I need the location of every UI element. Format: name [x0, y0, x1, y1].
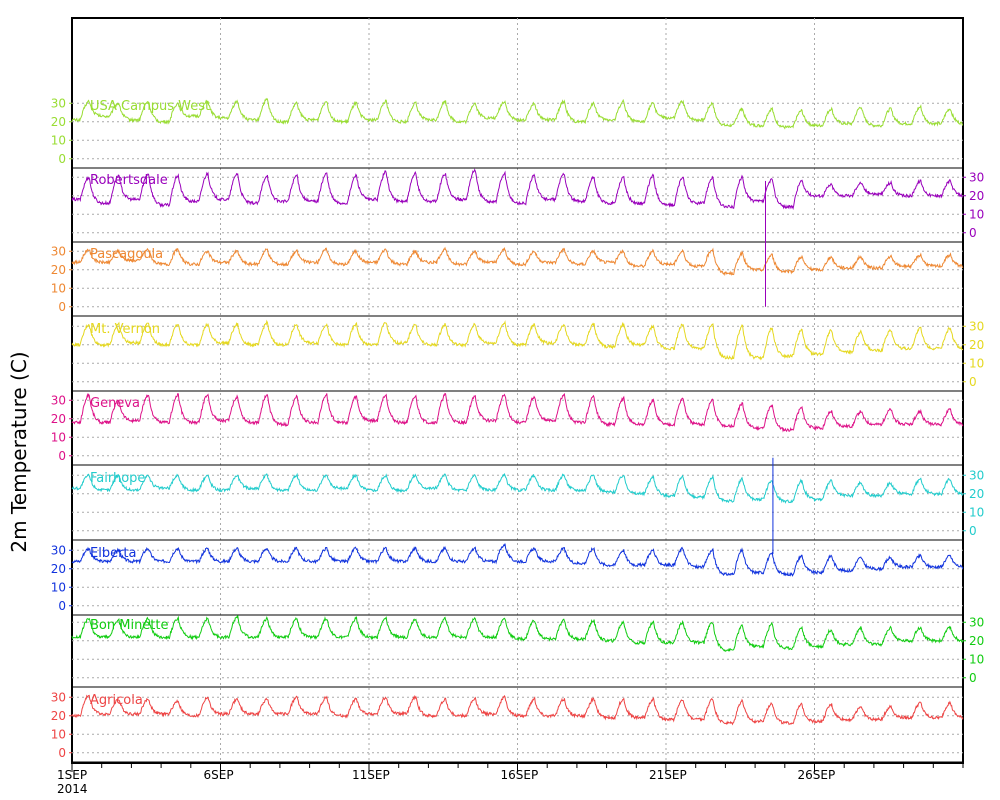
y-tick-label: 10 — [51, 430, 66, 444]
y-tick-label: 0 — [58, 746, 66, 760]
series-label: Mt. Vernon — [90, 322, 160, 337]
y-tick-label: 20 — [51, 115, 66, 129]
series-panel-mt-vernon: 0 10 20 30 Mt. Vernon — [71, 319, 984, 392]
y-tick-label: 20 — [969, 487, 984, 501]
y-tick-label: 30 — [969, 468, 984, 482]
series-label: USA Campus West — [90, 99, 210, 114]
x-tick-label: 16SEP — [501, 768, 539, 782]
y-tick-label: 20 — [969, 338, 984, 352]
series-line — [71, 472, 964, 504]
series-line — [71, 319, 964, 361]
y-tick-label: 10 — [51, 580, 66, 594]
series-label: Geneva — [90, 396, 140, 411]
y-tick-label: 30 — [51, 393, 66, 407]
y-tick-label: 10 — [51, 281, 66, 295]
series-line — [71, 392, 964, 433]
series-panel-elberta: 0 10 20 30 Elberta — [51, 543, 964, 616]
y-tick-label: 20 — [51, 709, 66, 723]
y-tick-label: 30 — [51, 96, 66, 110]
y-tick-label: 30 — [51, 244, 66, 258]
y-tick-label: 0 — [58, 300, 66, 314]
y-tick-label: 30 — [51, 543, 66, 557]
series-line — [71, 246, 964, 277]
x-tick-label: 11SEP — [352, 768, 390, 782]
y-tick-label: 20 — [51, 412, 66, 426]
x-tick-label: 21SEP — [649, 768, 687, 782]
y-tick-label: 10 — [969, 207, 984, 221]
y-tick-label: 20 — [969, 189, 984, 203]
y-tick-label: 0 — [969, 375, 977, 389]
series-label: Agricola — [90, 693, 143, 708]
series-label: Bon Minette — [90, 618, 169, 633]
series-panel-robertsdale: 0 10 20 30 Robertsdale — [71, 168, 984, 243]
y-tick-label: 10 — [969, 505, 984, 519]
series-panel-usa-campus-west: 0 10 20 30 USA Campus West — [51, 96, 963, 169]
x-tick-sublabel: 2014 — [57, 782, 88, 796]
y-tick-label: 0 — [58, 599, 66, 613]
series-line — [71, 543, 964, 577]
series-label: Fairhope — [90, 471, 145, 486]
series-label: Robertsdale — [90, 173, 168, 188]
y-tick-label: 0 — [58, 152, 66, 166]
y-tick-label: 10 — [51, 133, 66, 147]
y-tick-label: 10 — [969, 652, 984, 666]
y-tick-label: 0 — [969, 524, 977, 538]
y-tick-label: 30 — [969, 170, 984, 184]
y-tick-label: 20 — [51, 562, 66, 576]
x-tick-label: 6SEP — [204, 768, 234, 782]
y-tick-label: 0 — [58, 449, 66, 463]
y-tick-label: 30 — [969, 319, 984, 333]
series-line — [71, 168, 964, 211]
series-panel-pascagoula: 0 10 20 30 Pascagoula — [51, 244, 964, 317]
series-line — [71, 694, 964, 726]
y-tick-label: 10 — [51, 727, 66, 741]
y-tick-label: 20 — [51, 263, 66, 277]
series-line — [71, 97, 963, 130]
y-tick-label: 10 — [969, 356, 984, 370]
y-axis-label: 2m Temperature (C) — [7, 351, 31, 552]
y-tick-label: 20 — [969, 634, 984, 648]
y-tick-label: 0 — [969, 226, 977, 240]
plot-area: 0 10 20 30 USA Campus West 0 10 20 30 Robertsdale… — [51, 17, 984, 796]
y-tick-label: 30 — [969, 615, 984, 629]
series-panel-bon-minette: 0 10 20 30 Bon Minette — [71, 615, 984, 688]
series-panel-geneva: 0 10 20 30 Geneva — [51, 392, 964, 466]
series-panel-fairhope: 0 10 20 30 Fairhope — [71, 468, 984, 541]
y-tick-label: 30 — [51, 690, 66, 704]
series-line — [71, 615, 964, 652]
series-label: Elberta — [90, 546, 136, 561]
series-label: Pascagoula — [90, 247, 163, 262]
y-tick-label: 0 — [969, 671, 977, 685]
x-tick-label: 1SEP — [57, 768, 87, 782]
series-panel-agricola: 0 10 20 30 Agricola — [51, 690, 964, 763]
x-tick-label: 26SEP — [798, 768, 836, 782]
